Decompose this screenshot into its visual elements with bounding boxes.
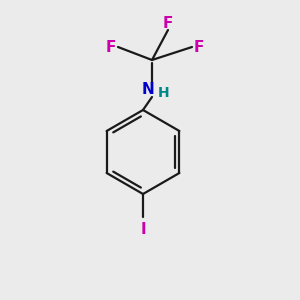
- Text: F: F: [194, 40, 204, 55]
- Text: F: F: [106, 40, 116, 55]
- Text: N: N: [142, 82, 154, 98]
- Text: F: F: [163, 16, 173, 31]
- Text: I: I: [140, 221, 146, 236]
- Text: H: H: [158, 86, 170, 100]
